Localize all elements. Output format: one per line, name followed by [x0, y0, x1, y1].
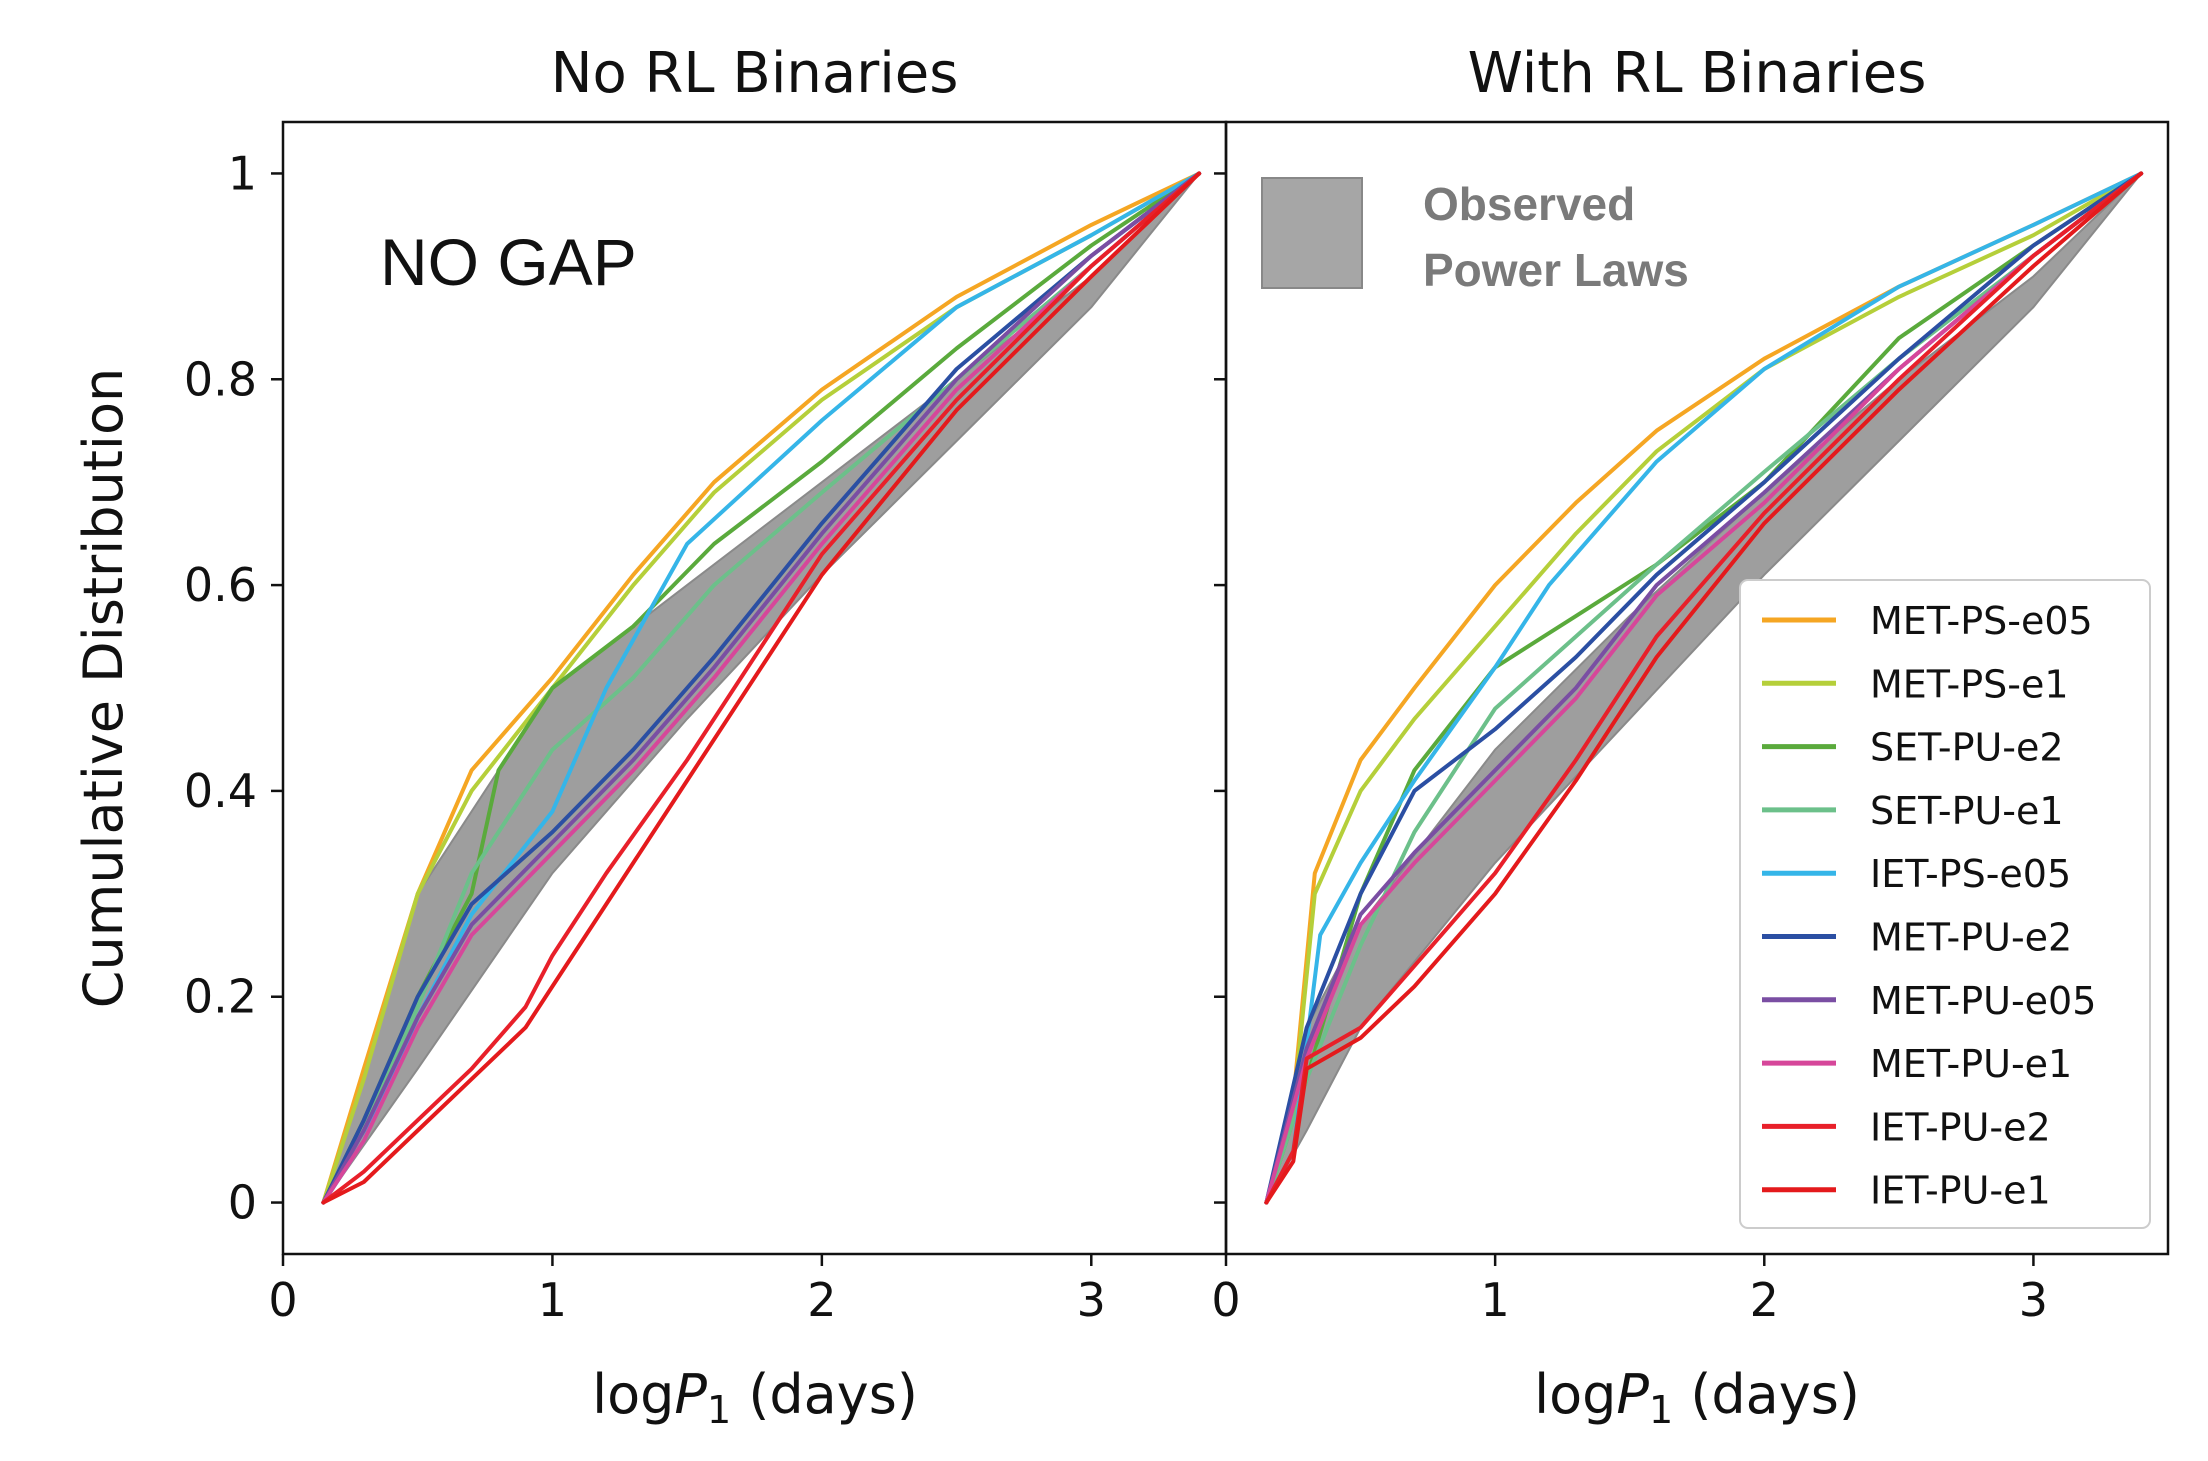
x-axis-label: logP1 (days) — [592, 1363, 918, 1432]
legend-label: MET-PU-e1 — [1870, 1042, 2072, 1086]
x-axis-label: logP1 (days) — [1534, 1363, 1860, 1432]
chart-title: No RL Binaries — [551, 41, 959, 106]
legend-label: MET-PU-e05 — [1870, 979, 2096, 1023]
series-line-iet-pu-e2 — [321, 171, 1202, 1205]
panel-with-rl-binaries: With RL Binaries 0 1 2 3 logP1 (days) Observed… — [1211, 41, 2170, 1432]
observed-power-law-band — [322, 172, 1200, 1204]
y-tick-label: 0.8 — [184, 352, 257, 406]
legend-label: SET-PU-e2 — [1870, 726, 2064, 770]
panel-annotation: NO GAP — [380, 225, 637, 299]
legend-label: MET-PS-e1 — [1870, 662, 2069, 706]
legend-label: MET-PS-e05 — [1870, 599, 2093, 643]
series-line-met-pu-e1 — [321, 171, 1202, 1205]
series-line-set-pu-e1 — [321, 171, 1202, 1205]
x-tick-label: 2 — [1750, 1273, 1779, 1327]
legend-label: SET-PU-e1 — [1870, 789, 2064, 833]
series-line-iet-pu-e1 — [321, 171, 1202, 1205]
axes-frame — [1224, 120, 2170, 1256]
legend-label: IET-PU-e1 — [1870, 1169, 2051, 1213]
observed-band-swatch — [1261, 177, 1363, 289]
y-axis-label: Cumulative Distribution — [72, 368, 135, 1008]
x-tick-label: 0 — [268, 1273, 297, 1327]
chart-title: With RL Binaries — [1468, 41, 1927, 106]
legend-label: IET-PU-e2 — [1870, 1105, 2051, 1149]
y-tick-label: 0 — [228, 1176, 257, 1230]
series-line-iet-pu-e1 — [1264, 171, 2144, 1205]
legend-box — [1739, 579, 2151, 1229]
x-tick-label: 3 — [2019, 1273, 2048, 1327]
series-line-met-ps-e1 — [1264, 171, 2144, 1205]
x-tick-label: 0 — [1211, 1273, 1240, 1327]
legend-label: IET-PS-e05 — [1870, 852, 2071, 896]
series-line-met-pu-e1 — [1264, 171, 2144, 1205]
y-tick-label: 0.2 — [184, 970, 257, 1024]
observed-band-label-line1: Observed — [1423, 178, 1635, 230]
x-tick-label: 3 — [1077, 1273, 1106, 1327]
series-line-met-pu-e2 — [1264, 171, 2144, 1205]
series-line-met-pu-e05 — [321, 171, 1202, 1205]
panel-no-rl-binaries: No RL Binaries 0 1 2 3 0 0.2 0.4 0.6 0.8 1 logP1 (d… — [72, 41, 1228, 1432]
x-tick-label: 2 — [807, 1273, 836, 1327]
y-tick-label: 0.6 — [184, 558, 257, 612]
series-line-iet-ps-e05 — [1264, 171, 2144, 1205]
y-tick-label: 1 — [228, 146, 257, 200]
x-tick-label: 1 — [538, 1273, 567, 1327]
legend: MET-PS-e05 MET-PS-e1 SET-PU-e2 SET-PU-e1 IET… — [1739, 579, 2151, 1229]
series-line-set-pu-e1 — [1264, 171, 2144, 1205]
observed-band-label-line2: Power Laws — [1423, 244, 1689, 296]
legend-label: MET-PU-e2 — [1870, 916, 2072, 960]
x-tick-label: 1 — [1481, 1273, 1510, 1327]
series-line-met-pu-e2 — [321, 171, 1202, 1205]
y-tick-label: 0.4 — [184, 764, 257, 818]
